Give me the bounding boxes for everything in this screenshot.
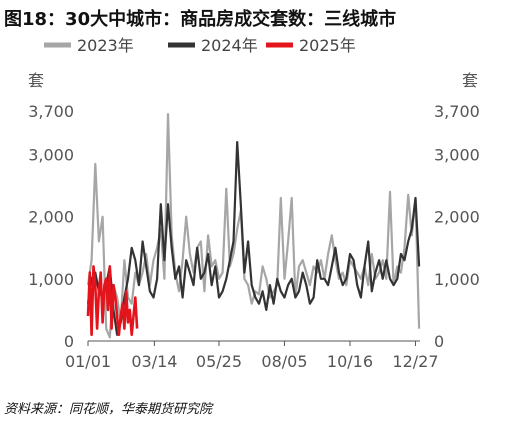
plot-area [86,112,421,342]
series-line-1 [86,112,421,339]
y-axis-left: 0 1,000 2,000 3,000 3,700 [28,102,74,351]
legend-label-2: 2024年 [201,36,258,55]
y-tick-left-label: 2,000 [28,208,74,227]
y-tick-left-label: 0 [64,332,74,351]
y-tick-left-label: 3,700 [28,102,74,121]
x-tick-label: 05/25 [196,352,242,371]
series-line-3 [86,265,139,337]
series-line-2 [86,141,421,336]
x-tick-label: 01/01 [65,352,111,371]
y-tick-right-label: 3,000 [434,146,480,165]
y-axis-right: 0 1,000 2,000 3,000 3,700 [434,102,480,351]
y-tick-right-label: 0 [434,332,444,351]
chart-title: 图18：30大中城市：商品房成交套数：三线城市 [4,9,397,30]
source-note: 资料来源：同花顺，华泰期货研究院 [4,402,213,417]
legend-label-1: 2023年 [77,36,134,55]
y-tick-left-label: 3,000 [28,146,74,165]
legend-label-3: 2025年 [299,36,356,55]
y-axis-right-unit: 套 [462,71,478,90]
y-tick-right-label: 1,000 [434,270,480,289]
y-tick-right-label: 3,700 [434,102,480,121]
x-tick-label: 08/05 [261,352,307,371]
y-tick-right-label: 2,000 [434,208,480,227]
x-tick-label: 03/14 [131,352,177,371]
x-tick-label: 10/16 [327,352,373,371]
x-tick-label: 12/27 [392,352,438,371]
y-axis-left-unit: 套 [28,71,44,90]
x-axis: 01/01 03/14 05/25 08/05 10/16 12/27 [65,341,439,371]
legend: 2023年 2024年 2025年 [44,36,356,55]
y-tick-left-label: 1,000 [28,270,74,289]
